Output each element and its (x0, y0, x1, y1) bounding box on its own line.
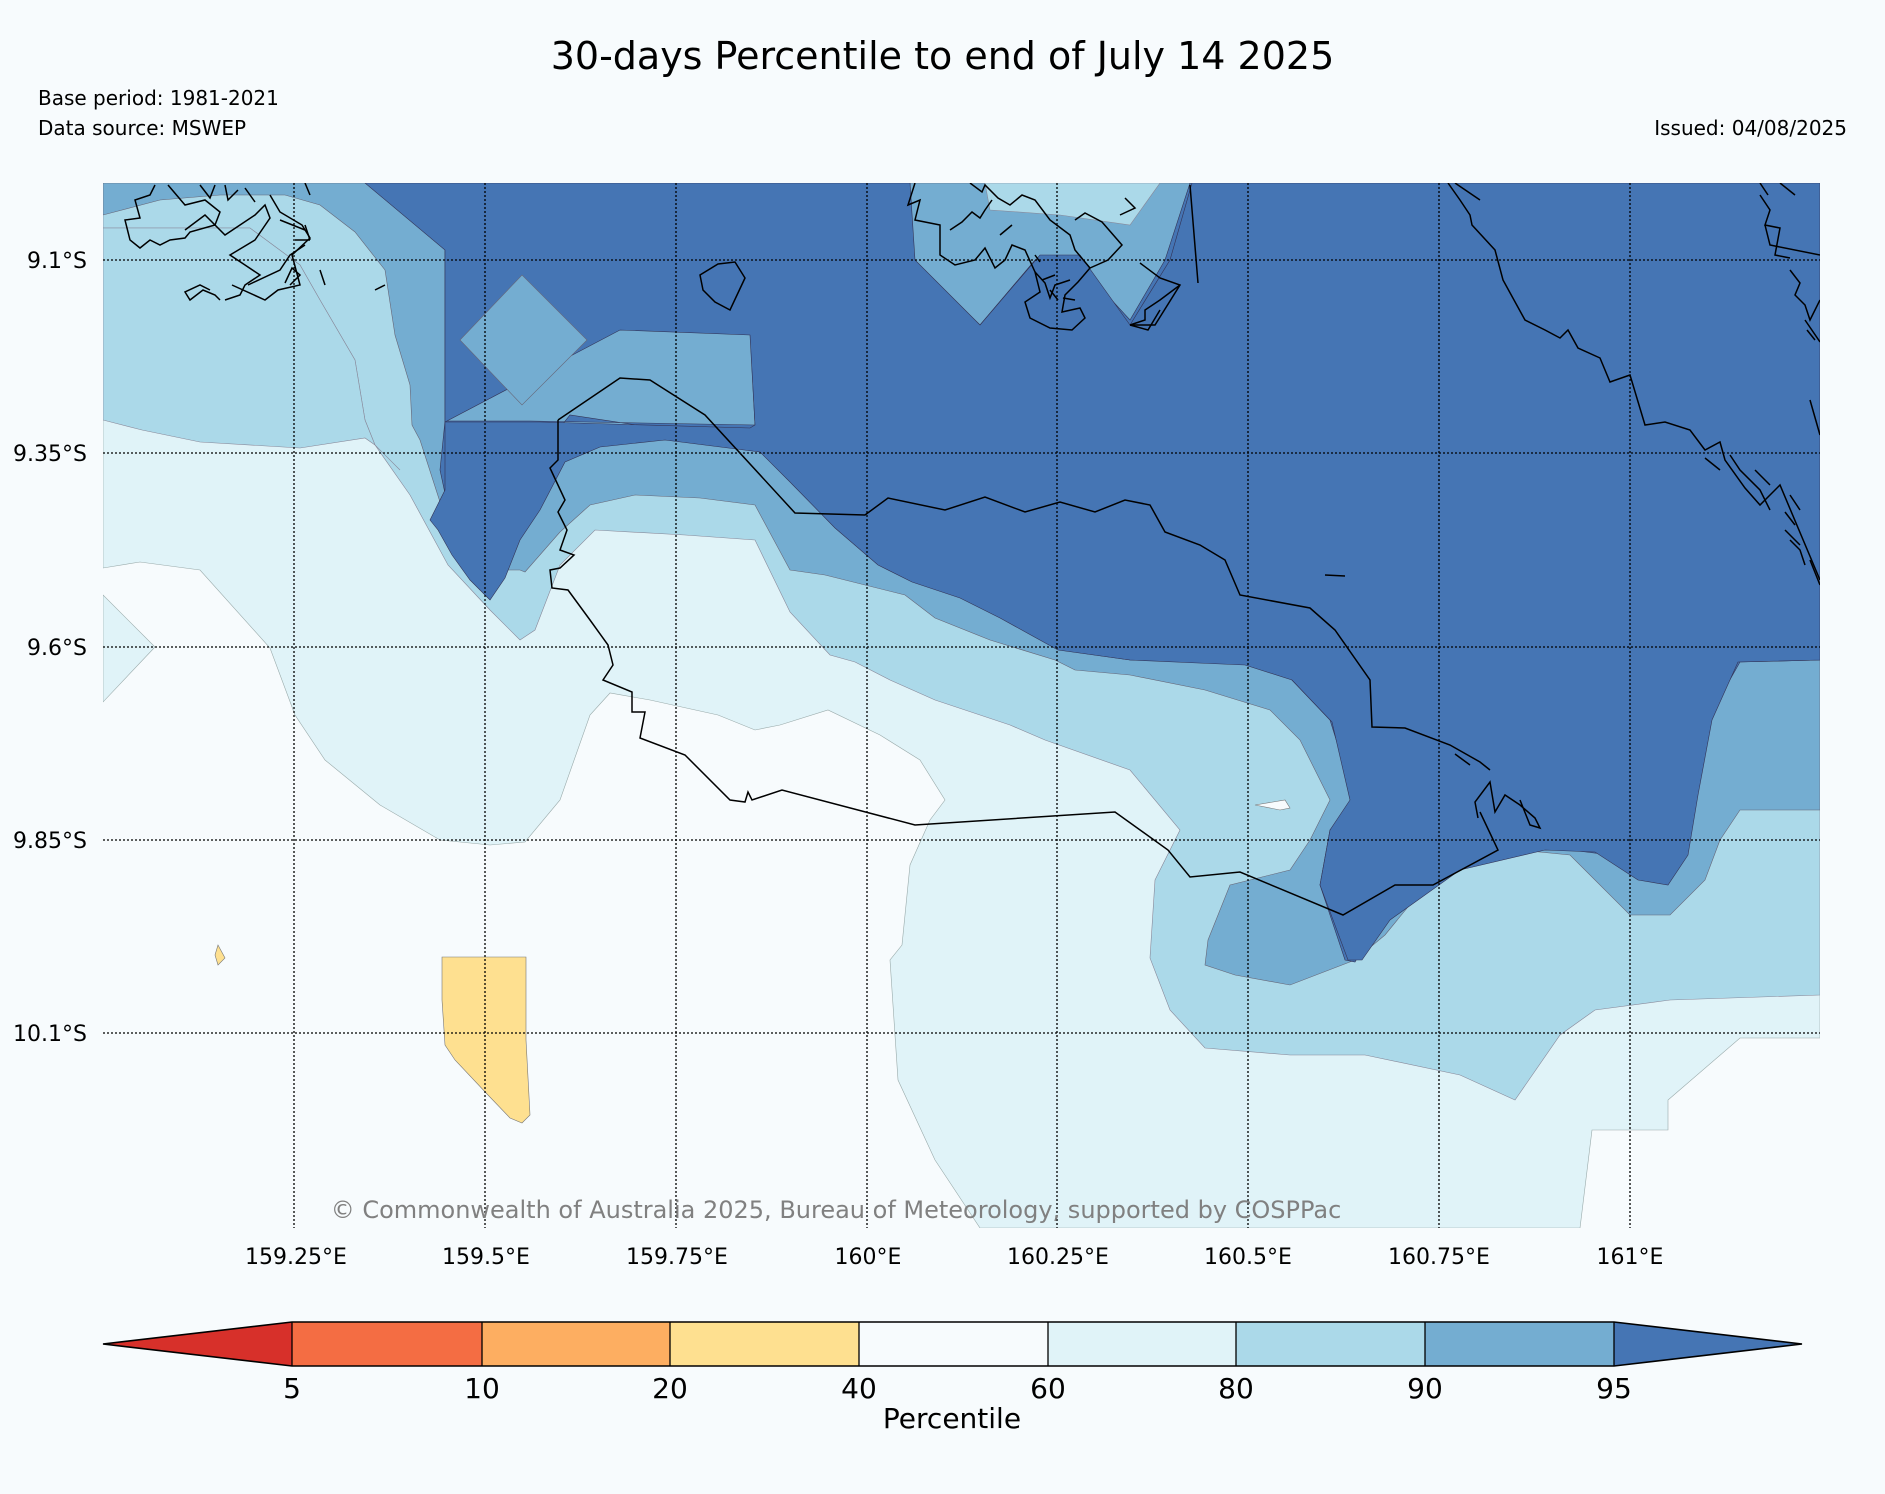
band-60-80-edge (103, 594, 156, 703)
colorbar-tick-label: 40 (841, 1372, 877, 1405)
colorbar-tick-label: 90 (1407, 1372, 1443, 1405)
colorbar-tick-label: 80 (1218, 1372, 1254, 1405)
colorbar-40-60 (859, 1322, 1048, 1366)
colorbar-tick-label: 20 (652, 1372, 688, 1405)
lat-label: 9.85°S (13, 829, 87, 854)
band-80-90-top (984, 183, 1161, 226)
map-area (103, 183, 1820, 1228)
colorbar: 5 10 20 40 60 80 90 95 Percentile (102, 1321, 1803, 1435)
lon-label: 160.5°E (1204, 1245, 1292, 1270)
colorbar-90-95 (1425, 1322, 1614, 1366)
band-90-95-diamond (459, 274, 588, 406)
band-40-60-speck (1254, 799, 1291, 811)
lon-label: 160.75°E (1388, 1245, 1490, 1270)
colorbar-tick-label: 60 (1030, 1372, 1066, 1405)
lat-label: 9.1°S (27, 249, 87, 274)
lat-label: 9.35°S (13, 442, 87, 467)
band-above-95-main (364, 183, 1820, 961)
colorbar-tick-label: 95 (1596, 1372, 1632, 1405)
colorbar-tick-label: 10 (464, 1372, 500, 1405)
map-title: 30-days Percentile to end of July 14 202… (550, 34, 1335, 78)
copyright-notice: © Commonwealth of Australia 2025, Bureau… (331, 1196, 1342, 1224)
lat-label: 10.1°S (13, 1022, 87, 1047)
colorbar-20-40 (670, 1322, 859, 1366)
band-80-90-left (103, 227, 401, 471)
colorbar-dividers (291, 1322, 1615, 1366)
colorbar-80-90 (1236, 1322, 1425, 1366)
lon-label: 159.5°E (442, 1245, 530, 1270)
lon-label: 159.25°E (245, 1245, 347, 1270)
colorbar-60-80 (1048, 1322, 1236, 1366)
band-20-40-patch (441, 956, 531, 1124)
base-period-label: Base period: 1981-2021 (38, 86, 279, 110)
lat-label: 9.6°S (27, 636, 87, 661)
colorbar-below-5 (103, 1322, 292, 1366)
colorbar-above-95 (1614, 1322, 1802, 1366)
colorbar-tick-label: 5 (283, 1372, 301, 1405)
lon-label: 161°E (1597, 1245, 1664, 1270)
colorbar-label: Percentile (883, 1402, 1021, 1435)
data-source-label: Data source: MSWEP (38, 116, 247, 140)
lon-label: 160.25°E (1007, 1245, 1109, 1270)
coastlines (124, 183, 1820, 916)
colorbar-5-10 (292, 1322, 482, 1366)
lon-label: 159.75°E (626, 1245, 728, 1270)
issued-date-label: Issued: 04/08/2025 (1654, 116, 1847, 140)
colorbar-10-20 (482, 1322, 670, 1366)
band-20-40-speck (214, 944, 226, 966)
lon-label: 160°E (835, 1245, 902, 1270)
